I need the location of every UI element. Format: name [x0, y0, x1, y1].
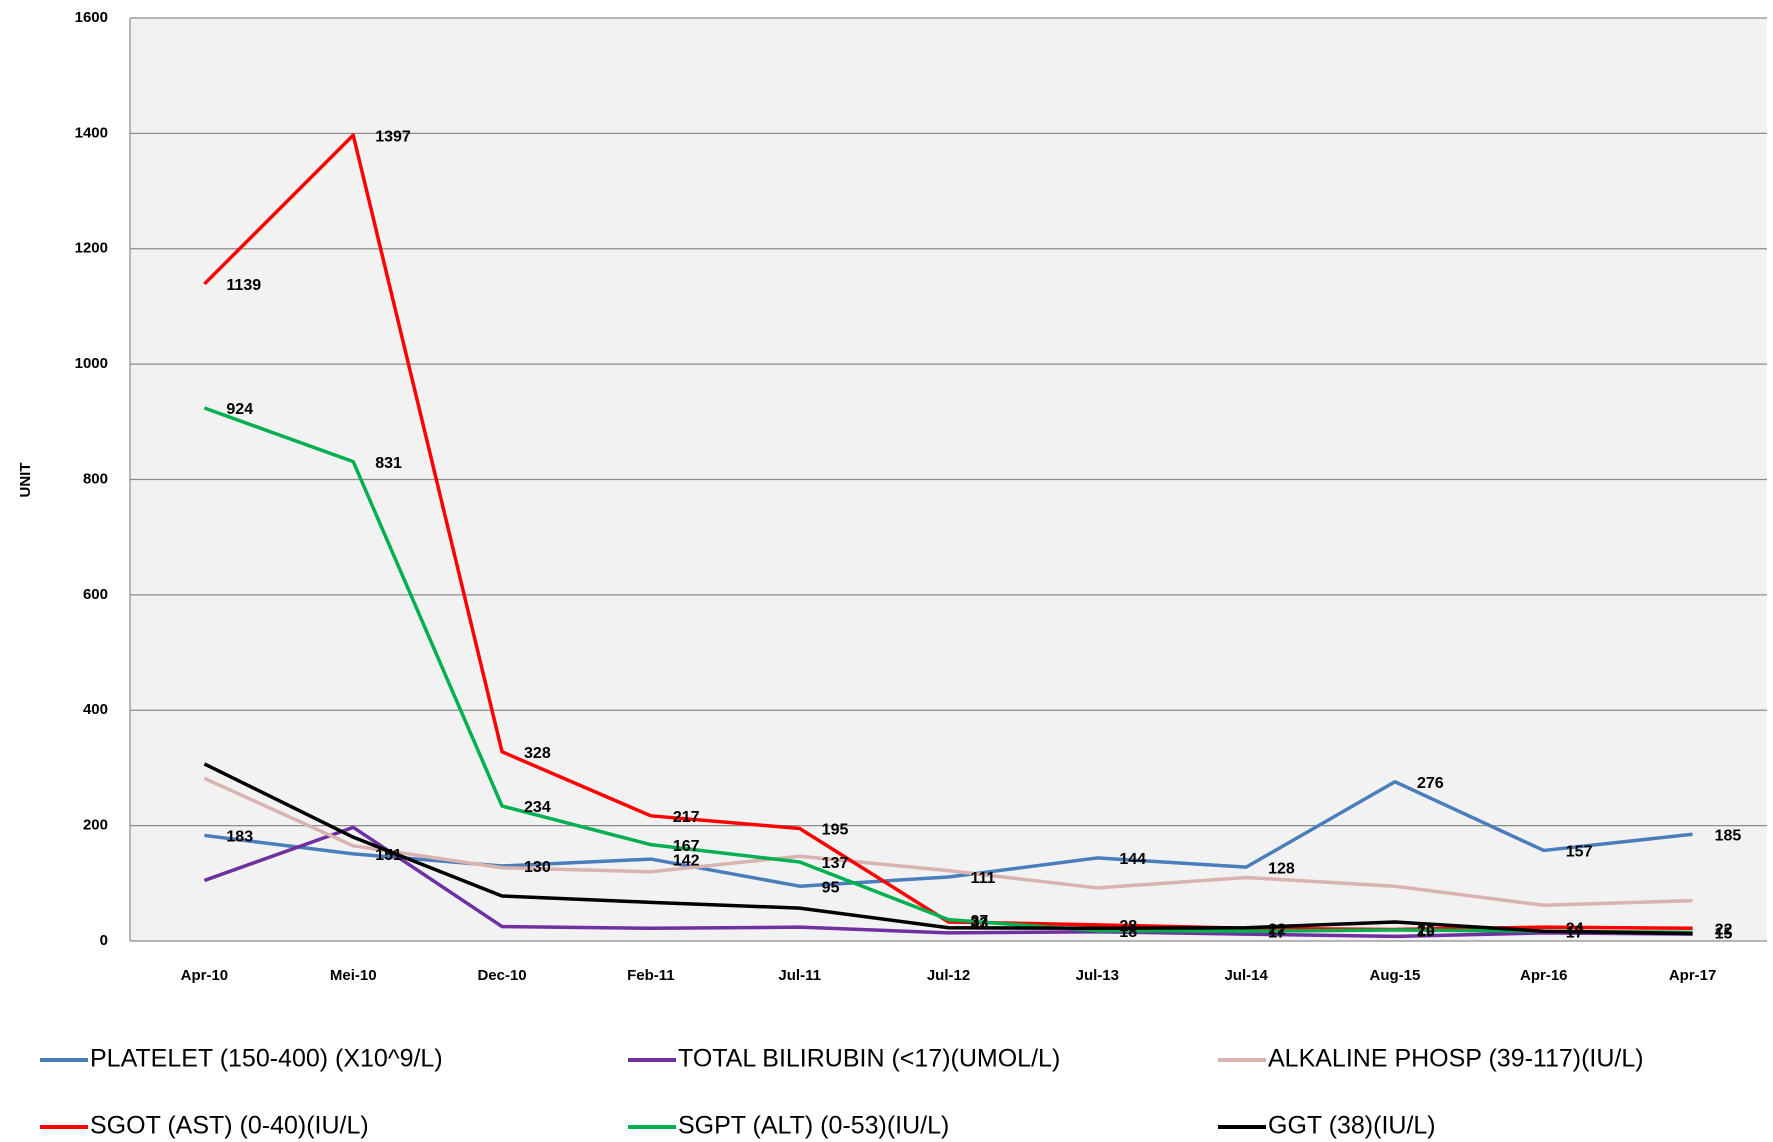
data-label: 142: [673, 852, 700, 869]
x-tick-label: Jul-11: [778, 967, 821, 984]
legend-label: SGPT (ALT) (0-53)(IU/L): [678, 1112, 949, 1140]
legend-label: ALKALINE PHOSP (39-117)(IU/L): [1268, 1045, 1644, 1073]
data-label: 1139: [226, 277, 261, 294]
y-tick-label: 1600: [75, 9, 108, 26]
x-tick-label: Dec-10: [477, 967, 526, 984]
x-tick-label: Mei-10: [330, 967, 377, 984]
data-label: 130: [524, 859, 551, 876]
data-label: 831: [375, 455, 402, 472]
data-label: 328: [524, 745, 551, 762]
x-tick-label: Apr-17: [1669, 967, 1717, 984]
series-line: [203, 762, 1693, 936]
y-tick-label: 1400: [75, 124, 108, 141]
x-tick-label: Apr-16: [1520, 967, 1568, 984]
y-tick-label: 1000: [75, 355, 108, 372]
data-label: 19: [1417, 923, 1435, 940]
x-tick-label: Feb-11: [627, 967, 675, 984]
data-label: 157: [1566, 844, 1593, 861]
series-line: [203, 825, 1693, 939]
data-label: 20: [1417, 923, 1435, 940]
data-label: 185: [1715, 827, 1742, 844]
data-label: 234: [524, 799, 551, 816]
data-label: 33: [971, 915, 989, 932]
y-tick-label: 200: [83, 817, 108, 834]
data-label: 22: [1268, 922, 1286, 939]
data-label: 217: [673, 809, 700, 826]
y-tick-label: 0: [100, 932, 108, 949]
legend-label: SGOT (AST) (0-40)(IU/L): [90, 1112, 369, 1140]
data-label: 195: [822, 822, 849, 839]
data-label: 18: [1119, 924, 1137, 941]
data-label: 95: [822, 879, 840, 896]
data-label: 17: [1566, 924, 1584, 941]
y-tick-label: 1200: [75, 240, 108, 257]
data-label: 276: [1417, 775, 1444, 792]
legend-label: TOTAL BILIRUBIN (<17)(UMOL/L): [678, 1045, 1060, 1073]
y-axis-label: UNIT: [17, 463, 34, 498]
y-tick-label: 400: [83, 701, 108, 718]
data-label: 24: [1566, 920, 1584, 937]
data-label: 151: [375, 847, 402, 864]
data-label: 137: [822, 855, 849, 872]
data-label: 144: [1119, 851, 1146, 868]
data-label: 15: [1715, 926, 1733, 943]
x-tick-label: Apr-10: [181, 967, 229, 984]
y-tick-label: 600: [83, 586, 108, 603]
x-tick-label: Jul-14: [1224, 967, 1268, 984]
data-label: 1397: [375, 128, 411, 145]
data-label: 128: [1268, 860, 1295, 877]
data-label: 28: [1119, 918, 1137, 935]
data-label: 37: [971, 913, 989, 930]
series-line: [203, 776, 1693, 907]
y-tick-label: 800: [83, 470, 108, 487]
data-label: 924: [226, 401, 253, 418]
legend-label: PLATELET (150-400) (X10^9/L): [90, 1045, 443, 1073]
data-label: 183: [226, 829, 253, 846]
series-line: [203, 406, 1693, 935]
data-label: 22: [1715, 922, 1733, 939]
x-tick-label: Jul-12: [927, 967, 970, 984]
data-label: 167: [673, 838, 700, 855]
x-tick-label: Aug-15: [1370, 967, 1421, 984]
x-tick-label: Jul-13: [1076, 967, 1119, 984]
data-label: 111: [971, 870, 996, 887]
data-label: 17: [1268, 924, 1286, 941]
legend-label: GGT (38)(IU/L): [1268, 1112, 1436, 1140]
